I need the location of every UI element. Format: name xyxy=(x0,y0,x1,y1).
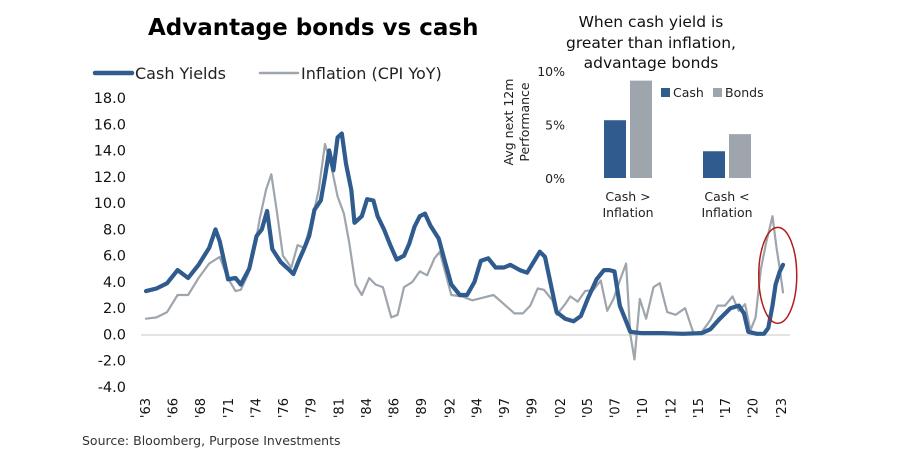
x-tick-label: '97 xyxy=(498,398,513,418)
x-tick-label: '92 xyxy=(443,398,458,418)
series-layer xyxy=(143,131,786,361)
inset-y-tick-label: 5% xyxy=(545,118,565,133)
inset-y-label-line: Performance xyxy=(517,82,532,162)
inset-bar-cash xyxy=(703,151,725,178)
x-tick-label: '12 xyxy=(664,398,679,418)
x-tick-label: '68 xyxy=(194,398,209,418)
x-tick-label: '07 xyxy=(609,398,624,418)
highlight-ellipse xyxy=(757,226,798,325)
y-tick-label: 12.0 xyxy=(94,170,126,186)
x-tick-label: '94 xyxy=(471,398,486,418)
inset-legend-label-cash: Cash xyxy=(673,85,704,100)
x-tick-label: '76 xyxy=(277,398,292,418)
inset-y-tick-label: 10% xyxy=(537,64,565,79)
x-tick-label: '79 xyxy=(304,398,319,418)
series-line-cash-yields xyxy=(143,131,786,336)
y-tick-label: 10.0 xyxy=(94,196,126,212)
y-tick-label: -4.0 xyxy=(98,380,126,396)
inset-legend-swatch-bonds xyxy=(713,88,722,97)
y-tick-label: 0.0 xyxy=(103,327,126,343)
inset-bar-cash xyxy=(604,120,626,178)
inset-y-ticks: 10% 5% 0% xyxy=(537,64,565,186)
inset-category-label: Cash < xyxy=(704,189,749,204)
y-tick-label: 16.0 xyxy=(94,117,126,133)
inset-bar-bonds xyxy=(729,134,751,178)
inset-category-label: Inflation xyxy=(701,205,752,220)
y-axis-ticks: 18.0 16.0 14.0 12.0 10.0 8.0 6.0 4.0 2.0 0.0 -2.0 -… xyxy=(94,91,126,396)
inset-y-label-line: Avg next 12m xyxy=(501,79,516,166)
inset-title: When cash yield is greater than inflatio… xyxy=(566,13,736,72)
inset-y-label: Avg next 12m Performance xyxy=(501,79,532,166)
inset-category-label: Cash > xyxy=(605,189,650,204)
x-tick-label: '74 xyxy=(250,398,265,418)
main-legend: Cash Yields Inflation (CPI YoY) xyxy=(92,64,442,83)
y-tick-label: 18.0 xyxy=(94,91,126,107)
x-axis-ticks: '63 '66 '68 '71 '74 '76 '79 '81 '84 '86 '89 '92 '94 '… xyxy=(139,398,790,418)
main-chart-title: Advantage bonds vs cash xyxy=(148,15,478,41)
inset-title-line: When cash yield is xyxy=(579,13,724,31)
x-tick-label: '84 xyxy=(360,398,375,418)
inset-y-tick-label: 0% xyxy=(545,171,565,186)
x-tick-label: '20 xyxy=(747,398,762,418)
y-tick-label: 4.0 xyxy=(103,275,126,291)
x-tick-label: '66 xyxy=(166,398,181,418)
x-tick-label: '17 xyxy=(719,398,734,418)
x-tick-label: '15 xyxy=(692,398,707,418)
x-tick-label: '23 xyxy=(775,398,790,418)
source-note: Source: Bloomberg, Purpose Investments xyxy=(82,433,341,448)
y-tick-label: -2.0 xyxy=(98,354,126,370)
x-tick-label: '02 xyxy=(554,398,569,418)
y-tick-label: 8.0 xyxy=(103,222,126,238)
x-tick-label: '99 xyxy=(525,398,540,418)
x-tick-label: '05 xyxy=(581,398,596,418)
series-line-inflation xyxy=(144,142,785,361)
y-tick-label: 6.0 xyxy=(103,249,126,265)
legend-label-cash-yields: Cash Yields xyxy=(135,64,226,83)
x-tick-label: '71 xyxy=(222,398,237,418)
inset-chart: When cash yield is greater than inflatio… xyxy=(501,13,764,220)
y-tick-label: 2.0 xyxy=(103,301,126,317)
inset-bars xyxy=(604,80,751,178)
x-tick-label: '86 xyxy=(387,398,402,418)
inset-title-line: greater than inflation, xyxy=(566,34,736,52)
inset-title-line: advantage bonds xyxy=(584,54,719,72)
x-tick-label: '63 xyxy=(139,398,154,418)
inset-legend-label-bonds: Bonds xyxy=(725,85,764,100)
inset-legend: Cash Bonds xyxy=(661,85,764,100)
y-tick-label: 14.0 xyxy=(94,144,126,160)
x-tick-label: '89 xyxy=(415,398,430,418)
x-tick-label: '10 xyxy=(636,398,651,418)
inset-legend-swatch-cash xyxy=(661,88,670,97)
inset-category-label: Inflation xyxy=(602,205,653,220)
inset-bar-bonds xyxy=(630,80,652,178)
x-tick-label: '81 xyxy=(333,398,348,418)
legend-label-inflation: Inflation (CPI YoY) xyxy=(301,64,442,83)
